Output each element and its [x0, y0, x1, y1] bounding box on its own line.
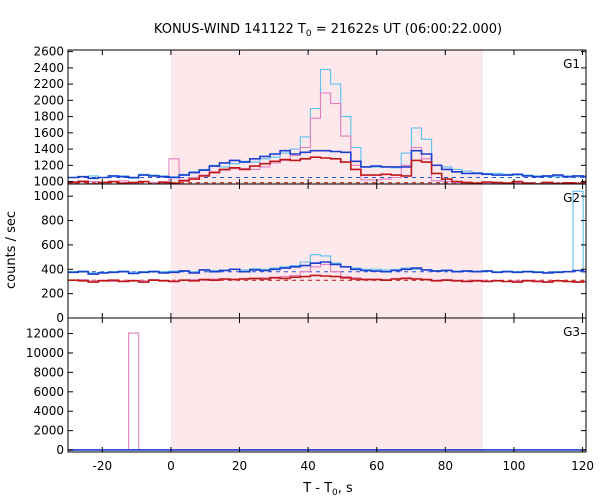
plot-layer: 100012001400160018002000220024002600G102… — [26, 45, 594, 473]
y-tick-label: 2600 — [33, 45, 64, 59]
y-tick-label: 2400 — [33, 61, 64, 75]
x-tick-label: 40 — [300, 459, 315, 473]
x-tick-label: 60 — [369, 459, 384, 473]
series-red-g2 — [68, 274, 586, 283]
panel-frame — [67, 317, 587, 453]
panel-g2: 0 200 400 600 800 1000 G2 — [33, 183, 587, 325]
y-tick-label: 800 — [41, 214, 64, 228]
y-tick-label: 1800 — [33, 110, 64, 124]
y-tick-label: 1600 — [33, 126, 64, 140]
x-tick-label: 20 — [232, 459, 247, 473]
x-tick-label: 120 — [571, 459, 594, 473]
y-tick-label: 400 — [41, 262, 64, 276]
panel-label: G1 — [563, 57, 580, 71]
chart-title: KONUS-WIND 141122 T0 = 21622s UT (06:00:… — [154, 22, 502, 39]
y-tick-label: 0 — [56, 443, 64, 457]
y-axis-label: counts / sec — [4, 211, 19, 289]
y-tick-label: 2200 — [33, 77, 64, 91]
y-tick-label: 8000 — [33, 365, 64, 379]
x-tick-label: 0 — [167, 459, 175, 473]
y-tick-label: 200 — [41, 287, 64, 301]
series-red-g1 — [68, 156, 586, 184]
y-tick-label: 0 — [56, 311, 64, 325]
y-tick-label: 1000 — [33, 175, 64, 189]
y-tick-label: 2000 — [33, 424, 64, 438]
highlight-interval — [170, 50, 484, 452]
x-tick-label: -20 — [92, 459, 112, 473]
panel-g3: 0 2000 4000 6000 8000 10000 12000 G3 — [26, 317, 587, 457]
panel-label: G3 — [563, 325, 580, 339]
y-tick-label: 2000 — [33, 93, 64, 107]
y-tick-label: 10000 — [26, 346, 64, 360]
y-tick-label: 600 — [41, 238, 64, 252]
x-tick-label: 80 — [438, 459, 453, 473]
x-tick-label: 100 — [503, 459, 526, 473]
y-tick-label: 6000 — [33, 385, 64, 399]
series-blue-g2 — [68, 261, 586, 275]
x-axis-label: T - T0, s — [302, 481, 353, 498]
y-tick-label: 4000 — [33, 404, 64, 418]
series-blue-g1 — [68, 149, 586, 180]
panel-label: G2 — [563, 191, 580, 205]
y-tick-label: 1400 — [33, 142, 64, 156]
y-tick-label: 1200 — [33, 158, 64, 172]
y-tick-label: 1000 — [33, 189, 64, 203]
y-tick-label: 12000 — [26, 327, 64, 341]
